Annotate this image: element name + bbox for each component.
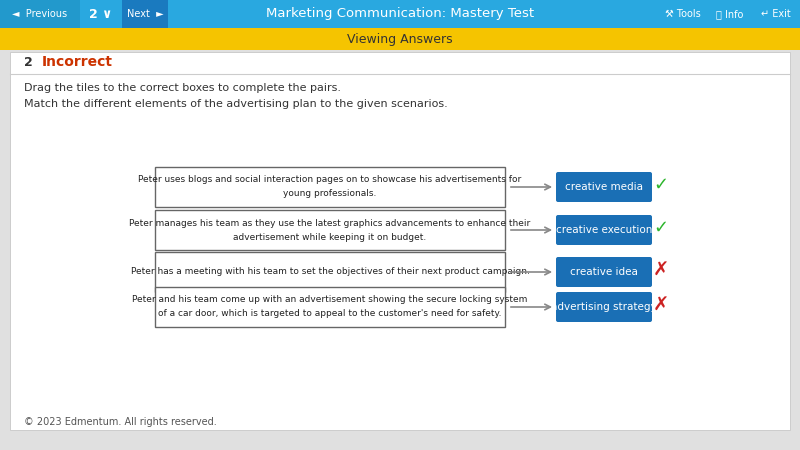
Text: Peter has a meeting with his team to set the objectives of their next product ca: Peter has a meeting with his team to set… <box>130 267 530 276</box>
FancyBboxPatch shape <box>556 215 652 245</box>
Text: Incorrect: Incorrect <box>42 55 113 69</box>
Text: of a car door, which is targeted to appeal to the customer's need for safety.: of a car door, which is targeted to appe… <box>158 310 502 319</box>
FancyBboxPatch shape <box>556 257 652 287</box>
Text: ⓘ Info: ⓘ Info <box>716 9 744 19</box>
Bar <box>10 52 790 430</box>
Bar <box>155 167 505 207</box>
Bar <box>0 28 800 50</box>
Text: advertising strategy: advertising strategy <box>551 302 657 312</box>
Text: © 2023 Edmentum. All rights reserved.: © 2023 Edmentum. All rights reserved. <box>24 417 217 427</box>
Text: Next  ►: Next ► <box>126 9 163 19</box>
Text: ✗: ✗ <box>653 296 669 315</box>
Text: creative idea: creative idea <box>570 267 638 277</box>
Text: 2 ∨: 2 ∨ <box>90 8 113 21</box>
Text: ✓: ✓ <box>654 176 669 194</box>
Text: Peter and his team come up with an advertisement showing the secure locking syst: Peter and his team come up with an adver… <box>132 296 528 305</box>
Text: Peter uses blogs and social interaction pages on to showcase his advertisements : Peter uses blogs and social interaction … <box>138 176 522 184</box>
Text: ✗: ✗ <box>653 261 669 279</box>
Text: advertisement while keeping it on budget.: advertisement while keeping it on budget… <box>234 233 426 242</box>
Bar <box>155 287 505 327</box>
Bar <box>155 210 505 250</box>
Text: ◄  Previous: ◄ Previous <box>13 9 67 19</box>
Text: Drag the tiles to the correct boxes to complete the pairs.: Drag the tiles to the correct boxes to c… <box>24 83 341 93</box>
FancyBboxPatch shape <box>556 172 652 202</box>
Bar <box>80 0 122 28</box>
Text: young professionals.: young professionals. <box>283 189 377 198</box>
Text: ↵ Exit: ↵ Exit <box>761 9 791 19</box>
FancyBboxPatch shape <box>556 292 652 322</box>
Bar <box>122 0 168 28</box>
Bar <box>0 0 800 28</box>
Text: Match the different elements of the advertising plan to the given scenarios.: Match the different elements of the adve… <box>24 99 448 109</box>
Text: Marketing Communication: Mastery Test: Marketing Communication: Mastery Test <box>266 8 534 21</box>
Text: 2: 2 <box>24 55 33 68</box>
Text: ✓: ✓ <box>654 219 669 237</box>
Text: creative execution: creative execution <box>556 225 652 235</box>
Bar <box>155 252 505 292</box>
Text: Peter manages his team as they use the latest graphics advancements to enhance t: Peter manages his team as they use the l… <box>130 219 530 228</box>
Text: creative media: creative media <box>565 182 643 192</box>
Bar <box>0 0 80 28</box>
Text: ⚒ Tools: ⚒ Tools <box>665 9 701 19</box>
Text: Viewing Answers: Viewing Answers <box>347 32 453 45</box>
